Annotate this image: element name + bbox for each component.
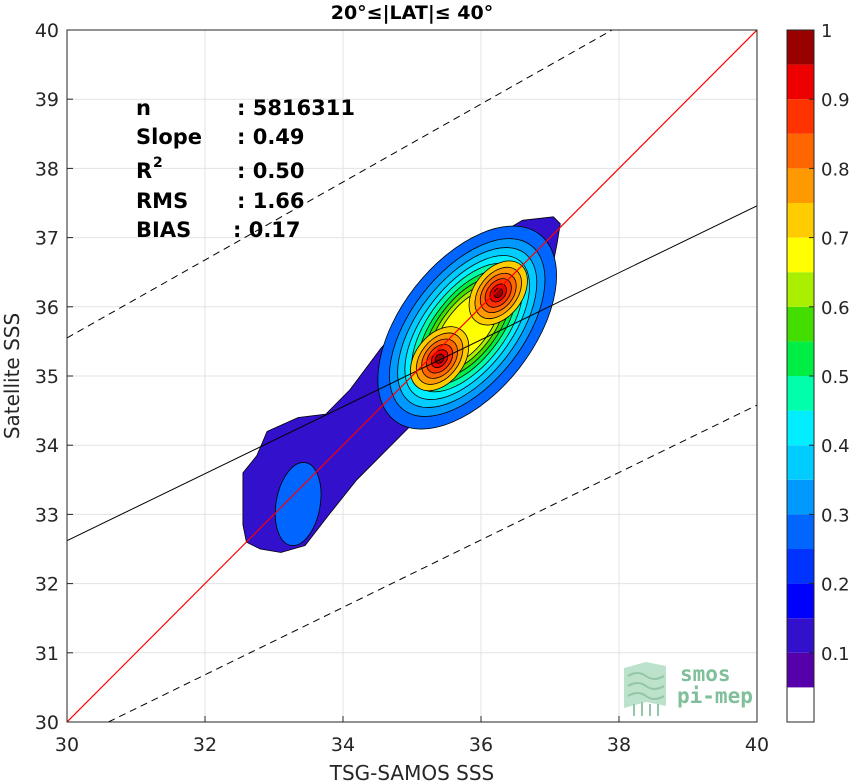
y-tick-label: 30 (35, 712, 59, 734)
colorbar-swatch (787, 64, 814, 100)
colorbar-swatch (787, 514, 814, 549)
x-tick-label: 32 (193, 734, 217, 756)
colorbar-tick-label: 1 (821, 21, 832, 42)
x-tick-label: 40 (745, 734, 769, 756)
colorbar-swatch (787, 99, 814, 134)
logo-line2: pi-mep (677, 684, 753, 708)
x-axis: 30 32 34 36 38 40 (55, 716, 769, 756)
colorbar-swatch (787, 479, 814, 515)
x-tick-label: 34 (331, 734, 355, 756)
statistics-box: n : 5816311 Slope : 0.49 R 2 : 0.50 RMS : 1.66 BI… (136, 96, 355, 242)
density-contours (242, 216, 561, 553)
contour-lower-blob (274, 462, 322, 546)
y-axis: 30 31 32 33 34 35 36 37 38 39 40 (35, 20, 73, 734)
stat-label-0: n (136, 96, 151, 120)
stat-value-4: : 0.17 (233, 218, 301, 242)
stat-label-4: BIAS (136, 218, 191, 242)
y-tick-label: 35 (35, 366, 59, 388)
confidence-line-2 (108, 404, 757, 722)
colorbar-swatch (787, 272, 814, 307)
colorbar-swatch (787, 237, 814, 273)
colorbar-swatch (787, 341, 814, 376)
peak-2-level-6 (493, 287, 504, 299)
y-tick-label: 36 (35, 297, 59, 319)
y-tick-label: 38 (35, 158, 59, 180)
colorbar-swatch (787, 549, 814, 584)
y-tick-label: 32 (35, 574, 59, 596)
grid (66, 29, 758, 723)
colorbar: 0.1 0.2 0.3 0.4 0.5 0.6 0.7 0.8 0.9 1 (786, 21, 850, 723)
colorbar-tick-label: 0.2 (821, 575, 850, 596)
y-tick-label: 33 (35, 504, 59, 526)
colorbar-swatch (787, 203, 814, 238)
colorbar-tick-label: 0.5 (821, 367, 850, 388)
colorbar-swatch (787, 652, 814, 688)
smos-pi-mep-logo: smos pi-mep (624, 662, 753, 716)
colorbar-swatch (787, 133, 814, 169)
stat-label-2: R (136, 159, 152, 183)
reference-lines (67, 30, 757, 722)
stat-value-2: : 0.50 (237, 159, 305, 183)
x-tick-label: 36 (469, 734, 493, 756)
stat-value-1: : 0.49 (237, 125, 305, 149)
y-tick-label: 31 (35, 643, 59, 665)
y-tick-label: 39 (35, 89, 59, 111)
logo-line1: smos (680, 662, 731, 686)
colorbar-tick-label: 0.6 (821, 298, 850, 319)
colorbar-swatch (787, 376, 814, 411)
colorbar-swatch (787, 168, 814, 203)
x-tick-label: 38 (607, 734, 631, 756)
colorbar-swatch (787, 30, 814, 65)
stat-label-3: RMS (136, 189, 188, 213)
colorbar-swatch (787, 583, 814, 619)
stat-value-0: : 5816311 (237, 96, 355, 120)
chart-title: 20°≤|LAT|≤ 40° (331, 2, 494, 24)
stat-value-3: : 1.66 (237, 189, 305, 213)
y-tick-label: 34 (35, 435, 59, 457)
y-axis-label: Satellite SSS (0, 313, 24, 439)
colorbar-tick-label: 0.8 (821, 159, 850, 180)
colorbar-swatch (787, 618, 814, 653)
colorbar-swatch (787, 445, 814, 480)
colorbar-swatch (787, 410, 814, 446)
confidence-line-1 (67, 30, 613, 339)
colorbar-swatch (787, 687, 814, 722)
colorbar-tick-label: 0.4 (821, 436, 850, 457)
y-tick-label: 37 (35, 228, 59, 250)
colorbar-swatch (787, 306, 814, 342)
x-tick-label: 30 (55, 734, 79, 756)
colorbar-tick-label: 0.7 (821, 229, 850, 250)
y-tick-label: 40 (35, 20, 59, 42)
one-to-one-line (67, 30, 757, 722)
regression-line (67, 205, 757, 542)
stat-superscript: 2 (153, 155, 163, 171)
colorbar-tick-label: 0.1 (821, 644, 850, 665)
logo-mark-icon (624, 662, 666, 716)
colorbar-tick-label: 0.9 (821, 90, 850, 111)
x-axis-label: TSG-SAMOS SSS (329, 761, 495, 784)
stat-label-1: Slope (136, 125, 202, 149)
colorbar-tick-label: 0.3 (821, 505, 850, 526)
